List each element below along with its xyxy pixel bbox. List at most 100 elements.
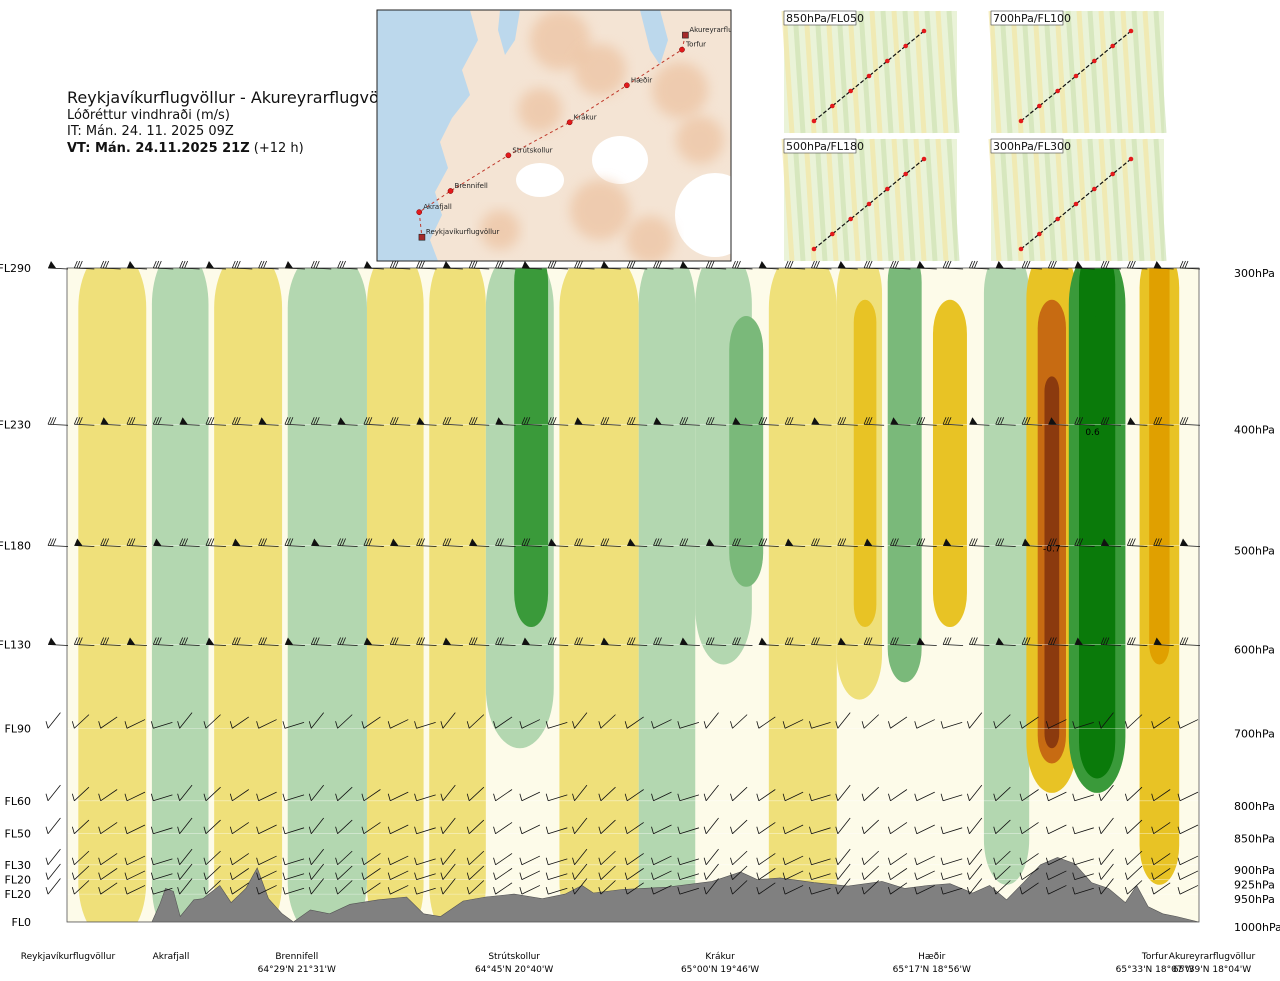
wind-barb [45, 878, 61, 895]
wind-barb [809, 857, 831, 866]
wind-barb [677, 826, 700, 835]
wind-barb [1177, 824, 1199, 835]
wind-barb [124, 719, 146, 729]
wind-barb [231, 260, 253, 270]
route-point-name-1: Akrafjall [153, 952, 190, 962]
inset-route-point [1037, 231, 1042, 237]
wind-barb [229, 853, 250, 866]
inset-field-stripe [1131, 10, 1145, 134]
wind-barb [1177, 855, 1199, 866]
wind-barb [758, 417, 779, 426]
wind-barb [74, 538, 95, 547]
wind-barb [600, 261, 621, 270]
wind-barb [626, 637, 648, 646]
inset-field-stripe [913, 10, 927, 134]
wind-barb [1045, 855, 1067, 866]
map-place-label-5: Brennifell [455, 182, 488, 190]
route-point-name-2: Brennifell [275, 952, 318, 962]
wind-barb [864, 538, 885, 547]
wind-barb [124, 870, 146, 881]
wind-barb [1153, 637, 1174, 646]
wind-barb [203, 850, 221, 866]
wind-barb [1124, 865, 1143, 880]
wind-barb [1021, 260, 1043, 270]
wind-barb [73, 260, 95, 270]
wind-barb [282, 826, 305, 835]
map-place-label-4: Strútskollur [512, 146, 552, 154]
wind-barb [361, 853, 381, 866]
wind-barb [284, 538, 305, 547]
wind-barb [1126, 637, 1148, 646]
wind-barb [967, 878, 983, 895]
wind-barb [442, 538, 463, 547]
map-glacier-vatnajokull [675, 173, 731, 257]
inset-field-stripe [946, 10, 960, 134]
wind-barb [205, 637, 226, 646]
wind-barb [361, 789, 381, 802]
inset-field-stripe [1032, 10, 1046, 134]
inset-route-point [1092, 186, 1097, 192]
field-band-1 [78, 268, 147, 922]
flight-level-label-0: FL290 [0, 262, 31, 275]
wind-barb [547, 637, 569, 646]
wind-barb [545, 887, 568, 895]
wind-barb [414, 721, 436, 729]
wind-barb [679, 261, 700, 270]
wind-barb [624, 822, 644, 835]
inset-field-stripe [825, 10, 839, 134]
flight-level-label-8: FL20 [5, 874, 31, 887]
wind-barb [1098, 817, 1114, 834]
wind-barb [679, 538, 700, 547]
wind-barb [677, 793, 700, 802]
inset-field-stripe [1153, 10, 1167, 134]
wind-barb [1019, 789, 1039, 802]
map-place-label-3: Krákur [574, 113, 597, 121]
wind-barb [624, 853, 644, 866]
wind-barb [468, 417, 490, 426]
wind-barb [940, 872, 963, 881]
wind-barb [205, 261, 226, 270]
wind-barb [940, 721, 963, 729]
route-point-coord-3: 64°45'N 20°40'W [475, 965, 553, 975]
map-eyjafjordur [640, 10, 668, 65]
wind-barb [45, 848, 61, 866]
wind-barb [732, 637, 753, 646]
wind-barb [940, 857, 963, 866]
wind-barb [282, 793, 305, 802]
wind-barb [150, 793, 173, 802]
wind-barb [1019, 882, 1039, 895]
wind-barb [1072, 872, 1094, 881]
wind-barb [1124, 819, 1143, 835]
wind-barb [756, 882, 776, 895]
wind-barb [861, 714, 879, 729]
inset-field-stripe [781, 10, 795, 134]
wind-barb [730, 850, 748, 866]
wind-barb [1100, 260, 1122, 270]
pressure-label-6: 850hPa [1234, 833, 1275, 846]
inset-field-stripe [1076, 138, 1090, 262]
wind-barb [626, 417, 648, 426]
wind-barb [863, 637, 885, 646]
map-place-label-2: Hæðir [631, 76, 652, 84]
wind-barb [98, 789, 118, 802]
map-place-label-6: Akrafjall [423, 203, 452, 211]
wind-barb [677, 721, 700, 729]
wind-barb [914, 885, 935, 895]
wind-barb [205, 417, 226, 426]
wind-barb [229, 822, 250, 835]
wind-barb [545, 826, 568, 835]
inset-field-stripe [946, 138, 960, 262]
wind-barb [598, 819, 616, 835]
wind-barb [942, 417, 964, 426]
wind-barb [572, 878, 588, 895]
map-glacier-hofsjokull [592, 136, 648, 184]
flight-level-labels: FL290 FL230 FL180 FL130 FL90 FL60 FL50 FL30 FL20… [0, 262, 31, 929]
wind-barb [203, 865, 221, 880]
wind-barb [574, 538, 595, 547]
wind-barb [414, 887, 436, 895]
wind-barb [126, 637, 147, 646]
wind-barb [967, 848, 983, 866]
wind-barb [416, 260, 437, 270]
wind-barb [598, 714, 616, 729]
